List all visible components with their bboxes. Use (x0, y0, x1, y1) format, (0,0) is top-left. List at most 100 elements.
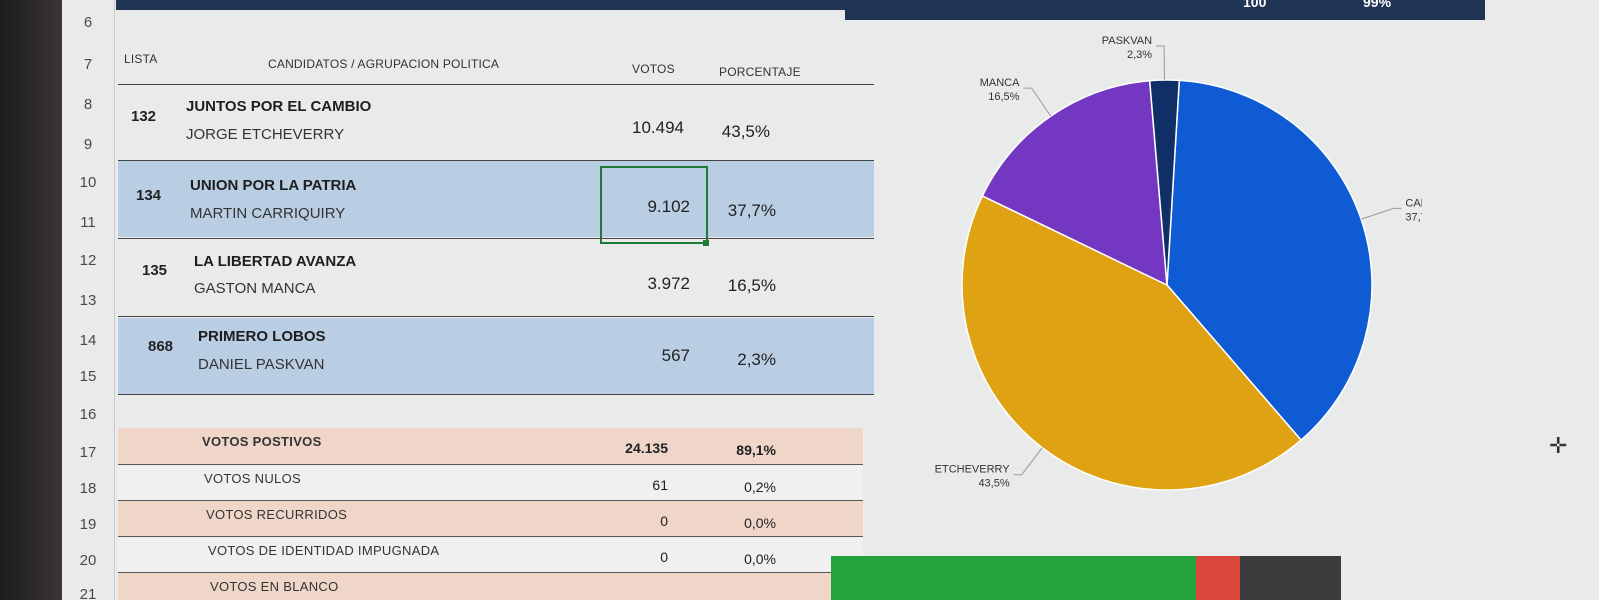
leader-line (1013, 447, 1043, 476)
votes-value: 9.102 (647, 197, 690, 216)
row-number[interactable]: 12 (79, 252, 97, 269)
cursor-plus-icon: ✛ (1549, 433, 1568, 458)
percent-value: 43,5% (721, 122, 770, 141)
row-number[interactable]: 7 (83, 56, 93, 73)
leader-line (1023, 87, 1052, 117)
row-border (118, 394, 874, 395)
row-number[interactable]: 6 (83, 14, 93, 31)
summary-percent: 0,2% (744, 479, 776, 495)
summary-votes: 61 (652, 477, 668, 493)
spreadsheet[interactable]: 100 99% 6 7 8 9 10 11 12 13 14 15 16 17 … (62, 0, 1599, 600)
row-number[interactable]: 20 (79, 552, 97, 569)
percent-value: 37,7% (727, 201, 776, 220)
row-border (118, 500, 863, 501)
header-candidatos: CANDIDATOS / AGRUPACION POLITICA (268, 57, 500, 71)
slice-percent-label: 37,7% (1405, 211, 1422, 223)
candidate-name: DANIEL PASKVAN (198, 356, 325, 373)
summary-votes: 24.135 (625, 440, 668, 456)
candidate-row[interactable]: 868 PRIMERO LOBOS DANIEL PASKVAN 567 2,3… (118, 318, 874, 394)
row-number[interactable]: 19 (79, 516, 97, 533)
pie-slice-manca[interactable] (981, 79, 1168, 287)
row-number[interactable]: 15 (79, 368, 97, 385)
summary-row[interactable]: VOTOS POSTIVOS 24.135 89,1% (118, 428, 863, 464)
candidate-name: MARTIN CARRIQUIRY (190, 205, 346, 222)
candidate-row[interactable]: 135 LA LIBERTAD AVANZA GASTON MANCA 3.97… (118, 240, 874, 316)
bar-dark (1240, 556, 1341, 600)
leader-line (1156, 45, 1165, 81)
bar-red (1196, 556, 1240, 600)
monitor-bezel (0, 0, 62, 600)
row-number[interactable]: 14 (79, 332, 97, 349)
leader-line (1361, 207, 1402, 220)
row-number[interactable]: 11 (80, 214, 96, 231)
row-number[interactable]: 9 (83, 136, 93, 153)
header-porcentaje: PORCENTAJE (719, 65, 801, 79)
pie-chart[interactable]: CARRIQUIRY 37,7% ETCHEVERRY 43,5% MANCA 16,5%… (862, 20, 1422, 520)
row-border (118, 316, 874, 317)
lista-number: 868 (148, 338, 174, 355)
party-name: LA LIBERTAD AVANZA (194, 253, 357, 270)
summary-label: VOTOS DE IDENTIDAD IMPUGNADA (208, 543, 440, 558)
summary-label: VOTOS RECURRIDOS (206, 507, 348, 522)
slice-percent-label: 43,5% (978, 478, 1009, 490)
party-name: PRIMERO LOBOS (198, 328, 326, 345)
summary-label: VOTOS NULOS (204, 471, 301, 486)
slice-percent-label: 16,5% (988, 91, 1019, 103)
candidate-name: JORGE ETCHEVERRY (186, 126, 345, 143)
candidate-row[interactable]: 134 UNION POR LA PATRIA MARTIN CARRIQUIR… (118, 161, 874, 237)
row-number[interactable]: 17 (79, 444, 97, 461)
row-border (118, 160, 874, 161)
header-value-a: 100 (1243, 0, 1267, 10)
header-value-b: 99% (1363, 0, 1392, 10)
row-border (118, 572, 863, 573)
slice-name-label: MANCA (980, 77, 1020, 89)
party-name: JUNTOS POR EL CAMBIO (186, 98, 372, 115)
candidate-row[interactable]: 132 JUNTOS POR EL CAMBIO JORGE ETCHEVERR… (118, 86, 874, 162)
fill-handle[interactable] (703, 240, 709, 246)
header-bar-right: 100 99% (845, 0, 1485, 20)
summary-label: VOTOS POSTIVOS (202, 434, 322, 449)
row-header-divider (114, 0, 115, 600)
percent-value: 2,3% (737, 350, 776, 369)
row-border (118, 238, 874, 239)
slice-name-label: CARRIQUIRY (1405, 197, 1422, 209)
summary-row[interactable]: VOTOS RECURRIDOS 0 0,0% (118, 501, 863, 537)
row-number[interactable]: 16 (79, 406, 97, 423)
summary-percent: 0,0% (744, 515, 776, 531)
candidate-name: GASTON MANCA (194, 280, 316, 297)
votes-value: 567 (661, 346, 690, 365)
bottom-color-bars (831, 556, 1341, 600)
row-number[interactable]: 8 (83, 96, 93, 113)
header-bar-left (116, 0, 876, 10)
selected-cell[interactable] (600, 166, 708, 244)
row-border (118, 536, 863, 537)
slice-name-label: PASKVAN (1102, 35, 1152, 47)
summary-row[interactable]: VOTOS NULOS 61 0,2% (118, 465, 863, 501)
row-border (118, 464, 863, 465)
percent-value: 16,5% (727, 276, 776, 295)
summary-percent: 89,1% (736, 442, 776, 458)
summary-votes: 0 (660, 513, 668, 529)
header-votos: VOTOS (632, 62, 675, 76)
party-name: UNION POR LA PATRIA (190, 177, 357, 194)
row-number[interactable]: 18 (79, 480, 97, 497)
row-number[interactable]: 10 (79, 174, 97, 191)
summary-row[interactable]: VOTOS EN BLANCO (118, 573, 863, 600)
summary-percent: 0,0% (744, 551, 776, 567)
votes-value: 10.494 (632, 118, 684, 137)
bar-green (831, 556, 1196, 600)
row-number[interactable]: 21 (79, 586, 97, 600)
lista-number: 134 (136, 187, 162, 204)
pie-slice-carriquiry[interactable] (1166, 79, 1373, 442)
votes-value: 3.972 (647, 274, 690, 293)
header-underline (118, 84, 874, 85)
lista-number: 132 (131, 108, 157, 125)
header-lista: LISTA (124, 52, 158, 66)
lista-number: 135 (142, 262, 168, 279)
slice-name-label: ETCHEVERRY (935, 464, 1011, 476)
summary-row[interactable]: VOTOS DE IDENTIDAD IMPUGNADA 0 0,0% (118, 537, 863, 573)
pie-slice-etcheverry[interactable] (961, 194, 1303, 491)
slice-percent-label: 2,3% (1127, 49, 1152, 61)
row-number[interactable]: 13 (79, 292, 97, 309)
summary-label: VOTOS EN BLANCO (210, 579, 339, 594)
